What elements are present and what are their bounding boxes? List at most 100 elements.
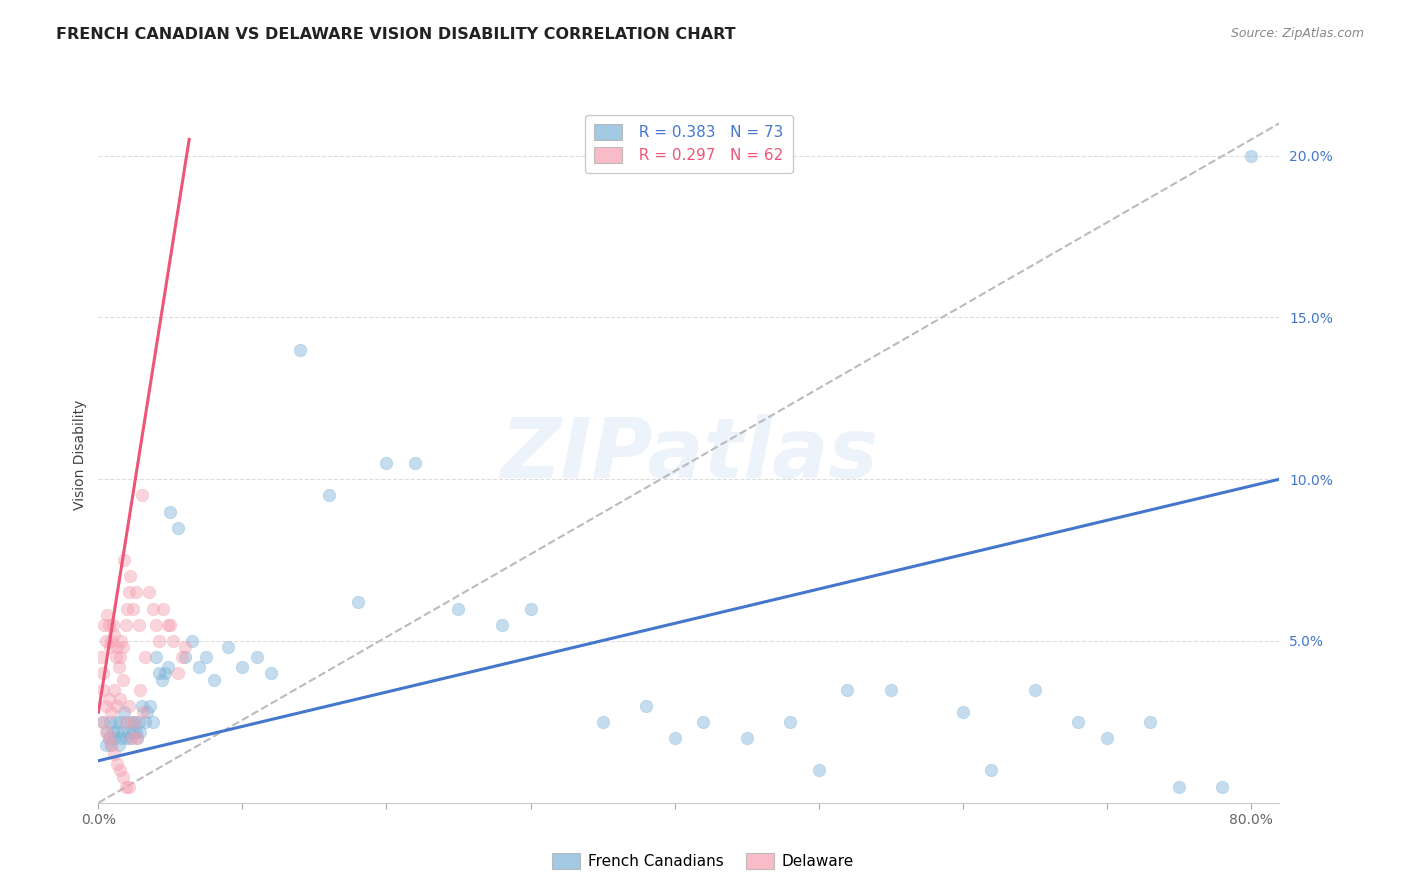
Point <box>108 692 131 706</box>
Point <box>127 731 149 745</box>
Point <box>118 698 141 713</box>
Point <box>152 601 174 615</box>
Point <box>104 650 127 665</box>
Point <box>125 724 148 739</box>
Point <box>1139 714 1161 729</box>
Point <box>114 731 136 745</box>
Point <box>105 698 128 713</box>
Point <box>105 756 128 771</box>
Point <box>447 601 470 615</box>
Point <box>103 682 125 697</box>
Point <box>1167 780 1189 794</box>
Point <box>110 731 132 745</box>
Point <box>952 705 974 719</box>
Point <box>120 569 142 583</box>
Point <box>134 714 156 729</box>
Point <box>1067 714 1090 729</box>
Point <box>156 617 179 632</box>
Point <box>103 731 125 745</box>
Point <box>134 650 156 665</box>
Point <box>114 780 136 794</box>
Point <box>404 456 426 470</box>
Point <box>181 634 204 648</box>
Point <box>100 738 122 752</box>
Point <box>139 698 162 713</box>
Point <box>735 731 758 745</box>
Point <box>108 764 131 778</box>
Point <box>879 682 901 697</box>
Point <box>100 738 122 752</box>
Point <box>97 617 120 632</box>
Point <box>115 714 138 729</box>
Point <box>96 608 118 623</box>
Point <box>94 634 117 648</box>
Point <box>246 650 269 665</box>
Point <box>807 764 830 778</box>
Point <box>121 731 143 745</box>
Point <box>97 731 120 745</box>
Point <box>125 585 148 599</box>
Point <box>142 601 165 615</box>
Point <box>97 731 120 745</box>
Point <box>145 650 167 665</box>
Point <box>122 601 145 615</box>
Point <box>122 724 145 739</box>
Text: ZIPatlas: ZIPatlas <box>501 415 877 495</box>
Point <box>128 714 150 729</box>
Point <box>103 747 125 762</box>
Point <box>231 660 253 674</box>
Point <box>97 692 120 706</box>
Point <box>131 488 153 502</box>
Point <box>118 585 141 599</box>
Point <box>318 488 340 502</box>
Point <box>112 553 135 567</box>
Point <box>491 617 513 632</box>
Point <box>156 660 179 674</box>
Point <box>145 617 167 632</box>
Y-axis label: Vision Disability: Vision Disability <box>73 400 87 510</box>
Point <box>634 698 657 713</box>
Point <box>115 601 138 615</box>
Point <box>107 738 129 752</box>
Point <box>132 705 155 719</box>
Legend: French Canadians, Delaware: French Canadians, Delaware <box>547 847 859 875</box>
Point <box>90 650 112 665</box>
Point <box>111 673 134 687</box>
Text: Source: ZipAtlas.com: Source: ZipAtlas.com <box>1230 27 1364 40</box>
Point <box>148 666 170 681</box>
Point <box>148 634 170 648</box>
Point <box>166 521 188 535</box>
Point <box>375 456 398 470</box>
Point <box>114 617 136 632</box>
Point <box>1095 731 1118 745</box>
Point <box>1024 682 1046 697</box>
Point <box>1211 780 1233 794</box>
Point <box>111 770 134 784</box>
Point <box>111 640 134 655</box>
Point <box>346 595 368 609</box>
Point <box>98 640 121 655</box>
Point <box>150 673 173 687</box>
Point <box>153 666 176 681</box>
Point <box>124 714 146 729</box>
Point <box>101 724 124 739</box>
Point <box>94 724 117 739</box>
Point <box>129 724 152 739</box>
Legend:   R = 0.383   N = 73,   R = 0.297   N = 62: R = 0.383 N = 73, R = 0.297 N = 62 <box>585 115 793 173</box>
Point <box>980 764 1002 778</box>
Point <box>159 504 181 518</box>
Point <box>837 682 859 697</box>
Point <box>91 714 114 729</box>
Point <box>107 660 129 674</box>
Point <box>118 780 141 794</box>
Point <box>170 650 193 665</box>
Point <box>136 705 159 719</box>
Point <box>138 585 160 599</box>
Point <box>91 714 114 729</box>
Text: FRENCH CANADIAN VS DELAWARE VISION DISABILITY CORRELATION CHART: FRENCH CANADIAN VS DELAWARE VISION DISAB… <box>56 27 735 42</box>
Point <box>104 714 127 729</box>
Point <box>664 731 686 745</box>
Point <box>173 640 195 655</box>
Point <box>128 617 150 632</box>
Point <box>108 650 131 665</box>
